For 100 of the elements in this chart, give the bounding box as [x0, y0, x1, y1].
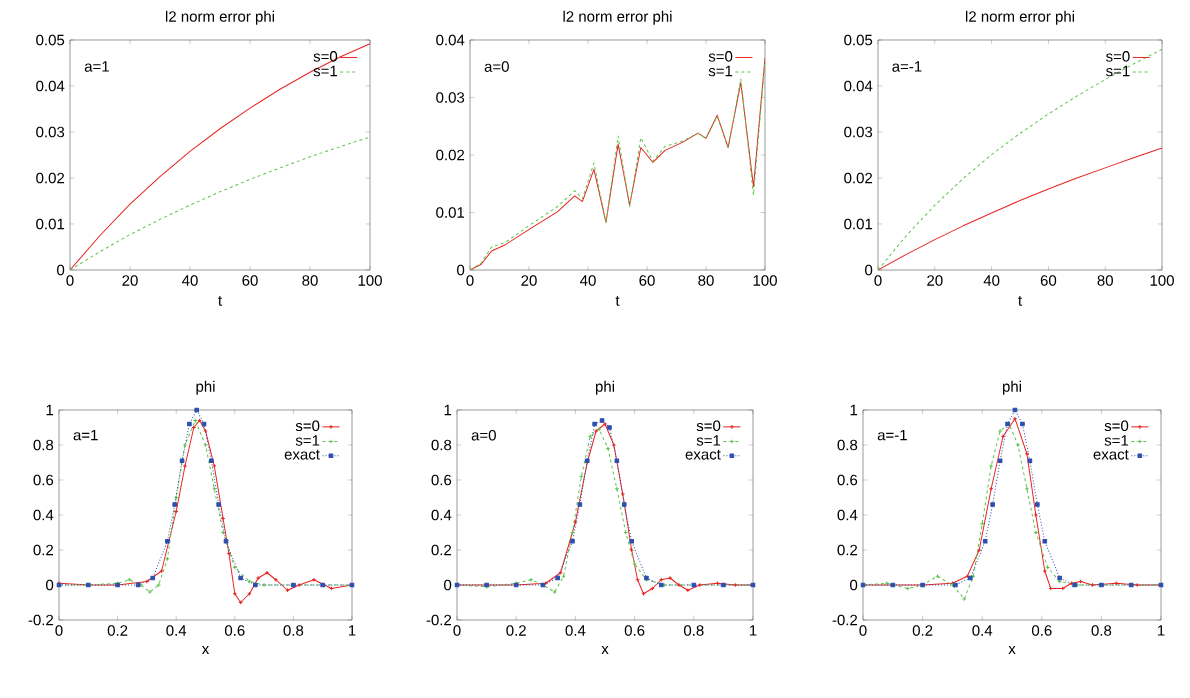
y-tick-label: 0.2 — [431, 544, 452, 556]
x-tick-label: 1 — [1157, 625, 1165, 636]
y-tick-label: -0.2 — [28, 614, 54, 626]
y-tick-label: 0.4 — [431, 509, 452, 521]
y-tick-label: 0.05 — [36, 34, 65, 46]
y-tick-label: 0.8 — [837, 439, 858, 451]
y-tick-label: 0.04 — [36, 80, 65, 92]
x-tick-label: 20 — [521, 275, 537, 286]
y-tick-label: 0.4 — [837, 509, 858, 521]
annotation: a=-1 — [877, 429, 907, 441]
y-tick-label: 0.6 — [431, 474, 452, 486]
y-tick-label: 1 — [850, 404, 858, 416]
annotation: a=1 — [73, 429, 98, 441]
annotation: a=1 — [84, 61, 109, 72]
y-tick-label: 1 — [46, 404, 54, 416]
legend-label: s=0 — [295, 420, 320, 432]
x-tick-label: 60 — [639, 275, 655, 286]
y-tick-label: 0 — [444, 579, 452, 591]
x-tick-label: 0 — [66, 275, 74, 286]
y-tick-label: 0.02 — [436, 149, 465, 161]
y-tick-label: 0.2 — [837, 544, 858, 556]
y-tick-label: 0.04 — [844, 80, 873, 92]
x-tick-label: 1 — [348, 625, 356, 636]
legend-label: exact — [1093, 449, 1129, 460]
x-tick-label: 0.2 — [912, 625, 933, 636]
legend-label: s=1 — [313, 65, 337, 77]
y-tick-label: 0.02 — [844, 172, 873, 184]
x-tick-label: 0.8 — [683, 625, 704, 636]
x-tick-label: 0 — [874, 275, 882, 286]
x-tick-label: 80 — [302, 275, 318, 286]
x-tick-label: 0.6 — [1031, 625, 1052, 636]
x-tick-label: 0 — [466, 275, 474, 286]
annotation: a=-1 — [892, 61, 922, 72]
legend-label: s=0 — [696, 420, 721, 432]
x-tick-label: 0.6 — [224, 625, 245, 636]
chart-title: l2 norm error phi — [966, 10, 1074, 25]
y-tick-label: 0.03 — [844, 126, 873, 138]
annotation: a=0 — [484, 61, 509, 72]
y-tick-label: 0 — [457, 264, 465, 276]
x-tick-label: 0.2 — [107, 625, 128, 636]
y-tick-label: 0.03 — [436, 92, 465, 103]
x-axis-title: t — [1018, 296, 1022, 306]
legend-label: s=0 — [708, 51, 733, 62]
x-tick-label: 100 — [1150, 275, 1174, 286]
x-tick-label: 80 — [698, 275, 714, 286]
x-tick-label: 60 — [242, 275, 258, 286]
y-tick-label: 0.8 — [431, 439, 452, 451]
y-tick-label: 1 — [444, 404, 452, 416]
legend-label: s=1 — [1106, 65, 1130, 77]
x-tick-label: 0.4 — [166, 625, 187, 636]
y-tick-label: 0.4 — [33, 509, 54, 521]
x-tick-label: 20 — [122, 275, 138, 286]
y-tick-label: -0.2 — [832, 614, 858, 626]
y-tick-label: 0.6 — [837, 474, 858, 486]
y-tick-label: 0.04 — [436, 34, 465, 46]
chart-title: l2 norm error phi — [165, 10, 274, 25]
x-tick-label: 80 — [1097, 275, 1113, 286]
x-axis-title: x — [601, 646, 609, 654]
x-tick-label: 0.6 — [624, 625, 645, 636]
y-tick-label: 0.02 — [36, 172, 65, 184]
x-tick-label: 0.8 — [1091, 625, 1112, 636]
annotation: a=0 — [471, 429, 496, 441]
y-tick-label: 0.8 — [33, 439, 54, 451]
y-tick-label: 0.01 — [436, 207, 465, 218]
y-tick-label: 0 — [46, 579, 54, 591]
x-tick-label: 100 — [358, 275, 382, 286]
legend-label: s=0 — [1106, 51, 1130, 62]
x-axis-title: t — [615, 296, 620, 306]
legend-label: s=0 — [1104, 420, 1129, 432]
x-tick-label: 40 — [983, 275, 1000, 286]
legend-label: exact — [685, 449, 721, 460]
x-axis-title: x — [1008, 646, 1016, 654]
chart-title: l2 norm error phi — [563, 10, 672, 25]
x-axis-title: t — [218, 296, 222, 306]
x-tick-label: 60 — [1040, 275, 1057, 286]
y-tick-label: -0.2 — [426, 614, 452, 626]
y-tick-label: 0.6 — [33, 474, 54, 486]
y-tick-label: 0.2 — [33, 544, 54, 556]
chart-title: phi — [1002, 380, 1022, 395]
x-tick-label: 40 — [182, 275, 198, 286]
chart-title: phi — [595, 380, 614, 395]
x-tick-label: 100 — [753, 275, 777, 286]
legend-label: s=1 — [708, 65, 733, 77]
y-tick-label: 0.01 — [844, 218, 873, 230]
x-tick-label: 20 — [927, 275, 943, 286]
y-tick-label: 0.05 — [844, 34, 873, 46]
chart-title: phi — [196, 380, 215, 395]
y-tick-label: 0 — [865, 264, 873, 276]
x-tick-label: 0.4 — [972, 625, 993, 636]
y-tick-label: 0.03 — [36, 126, 65, 138]
y-tick-label: 0 — [57, 264, 65, 276]
legend-label: s=1 — [1104, 435, 1129, 446]
x-tick-label: 1 — [749, 625, 757, 636]
legend-label: s=1 — [295, 435, 320, 446]
x-tick-label: 0.4 — [565, 625, 586, 636]
x-tick-label: 0.2 — [506, 625, 526, 636]
legend-label: exact — [284, 449, 320, 460]
x-axis-title: x — [201, 646, 210, 654]
legend-label: s=0 — [313, 51, 338, 62]
y-tick-label: 0 — [850, 579, 858, 591]
